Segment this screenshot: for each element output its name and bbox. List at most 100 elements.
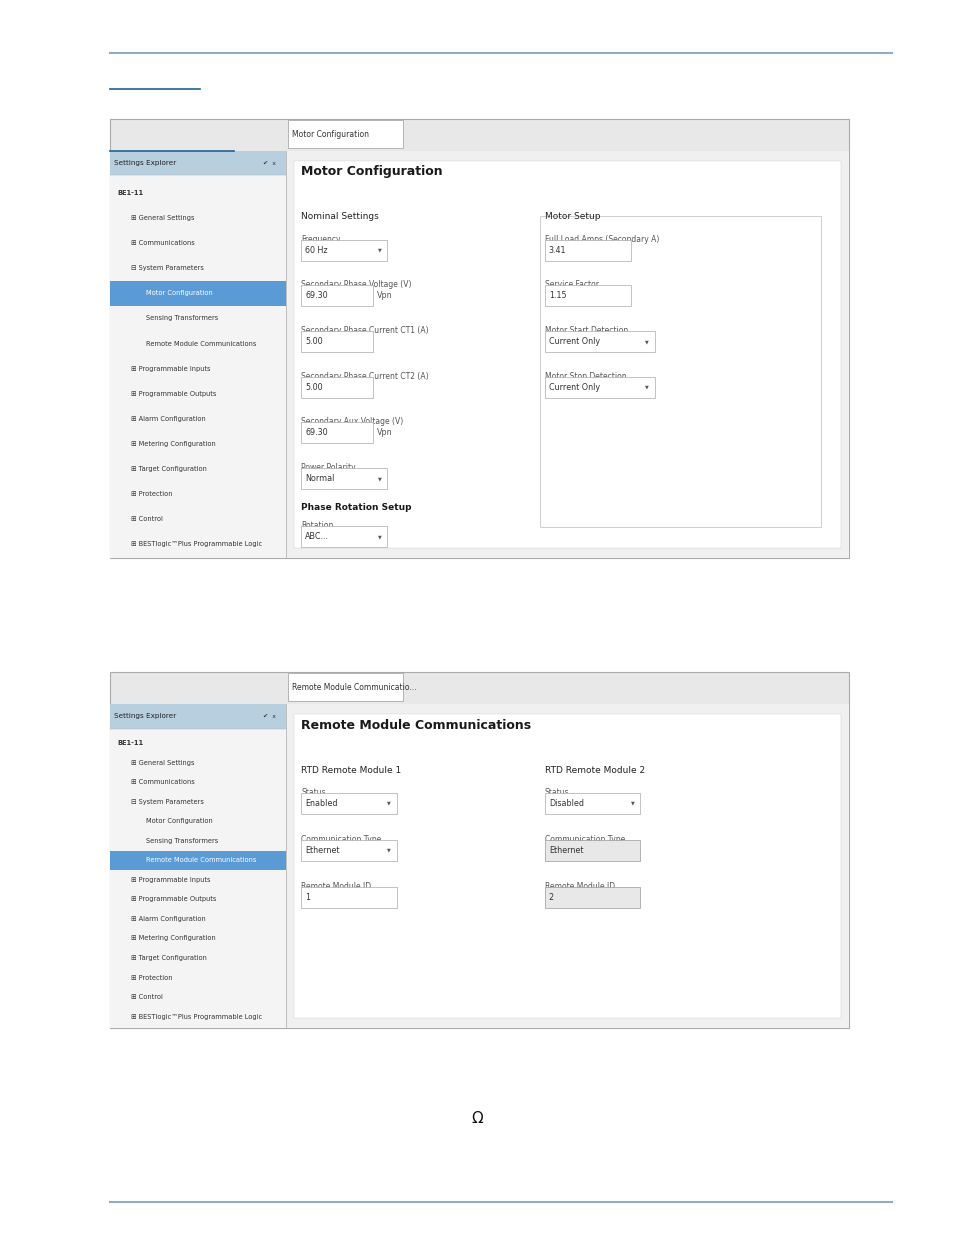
Bar [294, 161, 841, 548]
Text: Remote Module ID: Remote Module ID [301, 882, 372, 890]
Text: Remote Module Communications: Remote Module Communications [301, 719, 531, 732]
Text: Communication Type: Communication Type [544, 835, 624, 844]
Text: ⊞ General Settings: ⊞ General Settings [131, 760, 194, 766]
Bar [110, 704, 286, 729]
Bar [301, 331, 373, 352]
Text: Rotation: Rotation [301, 521, 334, 530]
Text: ⊞ Metering Configuration: ⊞ Metering Configuration [131, 935, 215, 941]
Bar [301, 468, 387, 489]
Text: ABC...: ABC... [305, 532, 329, 541]
Bar [301, 887, 396, 908]
Text: ⊞ Target Configuration: ⊞ Target Configuration [131, 955, 207, 961]
Text: ⊞ Control: ⊞ Control [131, 516, 162, 522]
Text: Frequency: Frequency [301, 235, 340, 243]
Text: 2: 2 [548, 893, 554, 902]
Text: ⊞ Programmable Outputs: ⊞ Programmable Outputs [131, 897, 215, 903]
Text: Secondary Phase Voltage (V): Secondary Phase Voltage (V) [301, 280, 412, 289]
Bar [301, 422, 373, 443]
Text: BE1-11: BE1-11 [117, 740, 143, 746]
Text: Settings Explorer: Settings Explorer [114, 714, 176, 719]
Text: ▼: ▼ [387, 800, 391, 806]
Text: Full Load Amps (Secondary A): Full Load Amps (Secondary A) [544, 235, 659, 243]
Bar [544, 840, 639, 861]
Text: ⊞ General Settings: ⊞ General Settings [131, 215, 194, 221]
Bar [544, 285, 630, 306]
Text: Sensing Transformers: Sensing Transformers [146, 837, 218, 844]
FancyBboxPatch shape [288, 673, 402, 701]
Bar [110, 151, 286, 558]
Text: ▼: ▼ [644, 384, 648, 390]
Text: ▼: ▼ [387, 847, 391, 853]
Text: Motor Configuration: Motor Configuration [292, 130, 369, 140]
Text: Power Polarity: Power Polarity [301, 463, 355, 472]
Text: ⊞ Programmable Outputs: ⊞ Programmable Outputs [131, 390, 215, 396]
Text: Current Only: Current Only [548, 337, 599, 346]
Bar [544, 377, 654, 398]
Text: ▼: ▼ [377, 534, 381, 540]
Text: RTD Remote Module 2: RTD Remote Module 2 [544, 766, 644, 774]
Bar [294, 714, 841, 1018]
Text: Remote Module ID: Remote Module ID [544, 882, 615, 890]
Bar [544, 331, 654, 352]
Text: ✔  x: ✔ x [263, 161, 276, 165]
Text: Motor Configuration: Motor Configuration [146, 819, 213, 825]
Bar [110, 704, 286, 1028]
Text: ⊞ Communications: ⊞ Communications [131, 779, 194, 785]
Text: ⊞ Protection: ⊞ Protection [131, 974, 172, 981]
Text: ▼: ▼ [644, 338, 648, 345]
Text: ⊞ BESTlogic™Plus Programmable Logic: ⊞ BESTlogic™Plus Programmable Logic [131, 1014, 261, 1020]
Text: Motor Setup: Motor Setup [544, 212, 599, 221]
Text: Settings Explorer: Settings Explorer [114, 161, 176, 165]
Text: 1: 1 [305, 893, 310, 902]
Bar [110, 151, 286, 175]
Text: Ethernet: Ethernet [305, 846, 339, 855]
Text: Motor Configuration: Motor Configuration [301, 165, 442, 179]
Text: Communication Type: Communication Type [301, 835, 381, 844]
Text: Ethernet: Ethernet [548, 846, 582, 855]
Text: Service Factor: Service Factor [544, 280, 598, 289]
Text: 5.00: 5.00 [305, 383, 322, 391]
Text: ▼: ▼ [377, 475, 381, 482]
Text: Remote Module Communicatio...: Remote Module Communicatio... [292, 683, 416, 693]
Text: ▼: ▼ [377, 247, 381, 253]
Text: Normal: Normal [305, 474, 335, 483]
Bar [301, 240, 387, 261]
Bar [301, 285, 373, 306]
Text: ⊞ Control: ⊞ Control [131, 994, 162, 1000]
Text: Motor Stop Detection: Motor Stop Detection [544, 372, 626, 380]
Bar [544, 793, 639, 814]
Text: Remote Module Communications: Remote Module Communications [146, 341, 256, 347]
Bar [286, 151, 848, 558]
Text: Vpn: Vpn [376, 291, 392, 300]
Bar [110, 280, 286, 306]
Text: Secondary Phase Current CT1 (A): Secondary Phase Current CT1 (A) [301, 326, 429, 335]
Bar [301, 840, 396, 861]
Bar [544, 887, 639, 908]
Text: 60 Hz: 60 Hz [305, 246, 328, 254]
Text: ⊞ Metering Configuration: ⊞ Metering Configuration [131, 441, 215, 447]
Bar [110, 119, 848, 558]
FancyBboxPatch shape [288, 120, 402, 148]
Bar [301, 526, 387, 547]
Text: ⊞ Programmable Inputs: ⊞ Programmable Inputs [131, 366, 210, 372]
Text: ⊞ Alarm Configuration: ⊞ Alarm Configuration [131, 916, 205, 923]
Text: Status: Status [544, 788, 569, 797]
Text: Remote Module Communications: Remote Module Communications [146, 857, 256, 863]
Text: 69.30: 69.30 [305, 429, 328, 437]
Text: Secondary Phase Current CT2 (A): Secondary Phase Current CT2 (A) [301, 372, 429, 380]
Text: Sensing Transformers: Sensing Transformers [146, 315, 218, 321]
Text: ⊞ Programmable Inputs: ⊞ Programmable Inputs [131, 877, 210, 883]
Bar [539, 216, 821, 527]
Text: ⊞ Alarm Configuration: ⊞ Alarm Configuration [131, 416, 205, 422]
Bar [110, 851, 286, 871]
Text: Enabled: Enabled [305, 799, 337, 808]
Bar [286, 704, 848, 1028]
Text: RTD Remote Module 1: RTD Remote Module 1 [301, 766, 401, 774]
Text: 69.30: 69.30 [305, 291, 328, 300]
Bar [301, 793, 396, 814]
Text: ⊞ Communications: ⊞ Communications [131, 240, 194, 246]
Text: Status: Status [301, 788, 326, 797]
Text: ✔  x: ✔ x [263, 714, 276, 719]
Bar [301, 377, 373, 398]
Text: BE1-11: BE1-11 [117, 190, 143, 196]
